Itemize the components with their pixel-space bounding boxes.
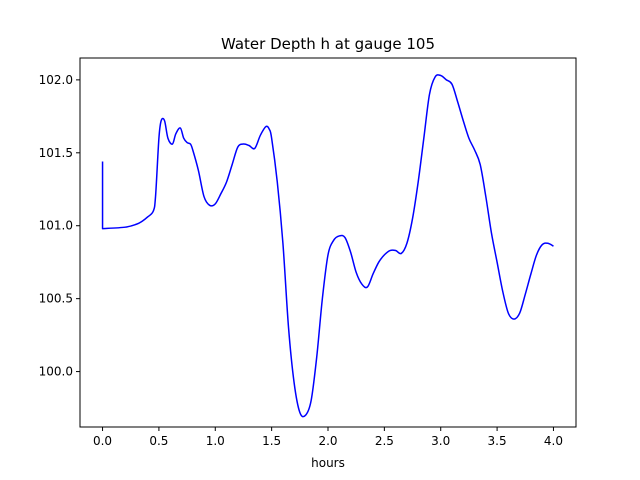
x-tick-label: 3.0 (431, 434, 450, 448)
x-tick-label: 1.0 (206, 434, 225, 448)
x-tick-label: 2.0 (318, 434, 337, 448)
y-tick-label: 101.5 (39, 146, 73, 160)
x-tick-label: 0.5 (149, 434, 168, 448)
x-tick-label: 3.5 (488, 434, 507, 448)
y-tick-label: 100.5 (39, 292, 73, 306)
x-axis: 0.0 0.5 1.0 1.5 2.0 2.5 3.0 3.5 4.0 (93, 427, 563, 448)
x-tick-label: 4.0 (544, 434, 563, 448)
series-line (101, 74, 554, 418)
y-axis: 100.0 100.5 101.0 101.5 102.0 (39, 73, 80, 379)
plot-frame (79, 57, 577, 428)
chart-title: Water Depth h at gauge 105 (221, 35, 435, 53)
y-tick-label: 100.0 (39, 365, 73, 379)
x-tick-label: 1.5 (262, 434, 281, 448)
plot-content (101, 74, 554, 418)
y-tick-label: 101.0 (39, 219, 73, 233)
x-tick-label: 0.0 (93, 434, 112, 448)
y-tick-label: 102.0 (39, 73, 73, 87)
x-axis-label: hours (311, 456, 345, 470)
x-tick-label: 2.5 (375, 434, 394, 448)
